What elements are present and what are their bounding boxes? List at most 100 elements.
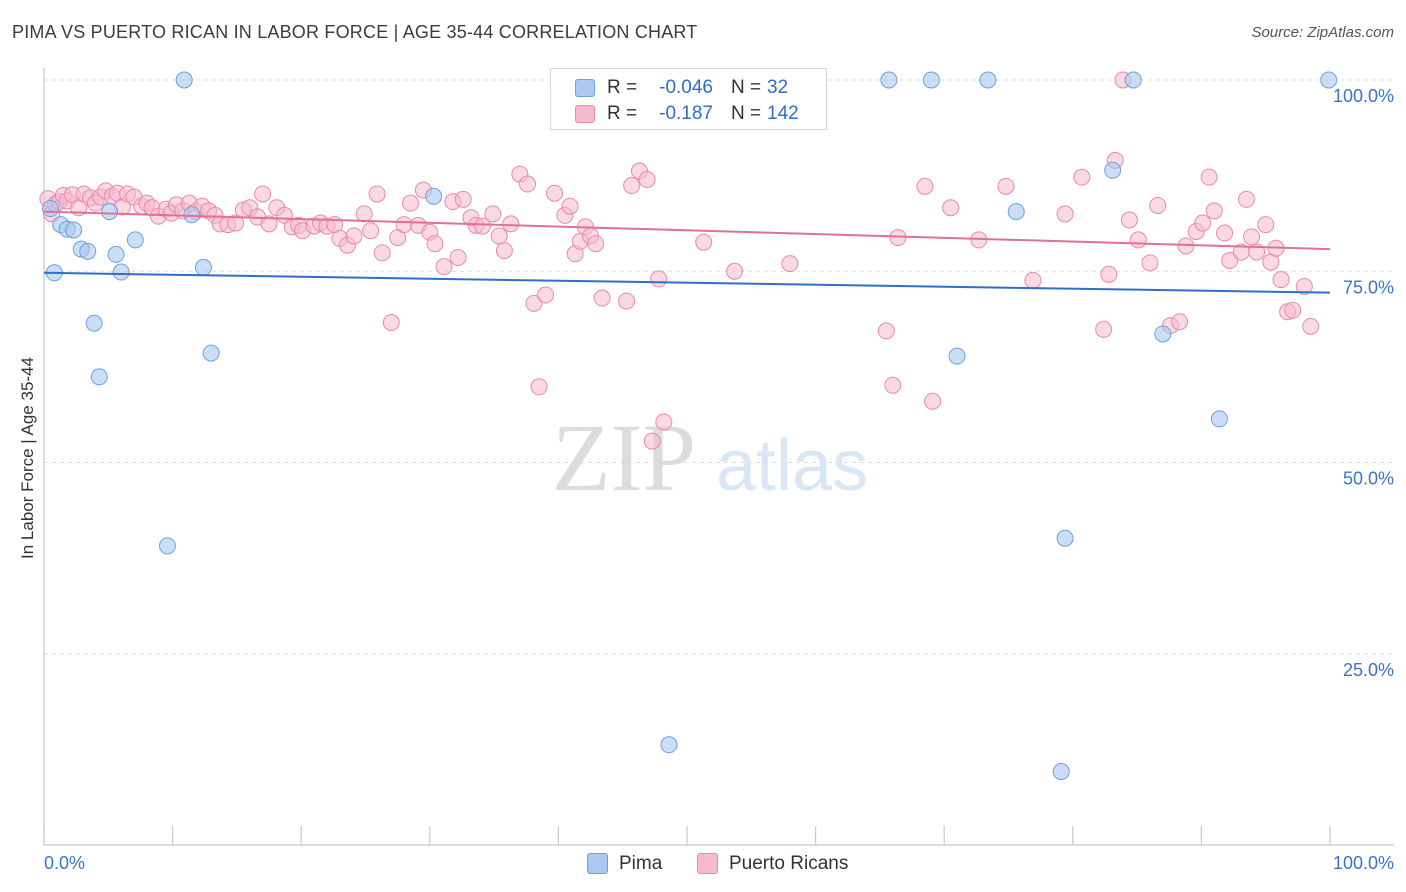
x-tick-label-min: 0.0% <box>44 853 85 873</box>
puerto-rican-point <box>877 322 895 340</box>
puerto-rican-point <box>1129 231 1147 249</box>
pima-point <box>101 203 119 221</box>
puerto-rican-point <box>484 205 502 223</box>
bottom-pima-label: Pima <box>619 853 663 874</box>
bottom-pr-swatch <box>697 853 718 874</box>
pima-points <box>41 71 1338 781</box>
puerto-rican-point <box>1056 205 1074 223</box>
pima-point <box>922 71 940 89</box>
puerto-rican-point <box>726 262 744 280</box>
puerto-rican-point <box>1073 168 1091 186</box>
y-tick-label: 50.0% <box>1343 469 1394 489</box>
source-label: Source: ZipAtlas.com <box>1251 24 1394 41</box>
puerto-rican-point <box>695 233 713 251</box>
puerto-rican-point <box>537 286 555 304</box>
pr-n-value: 142 <box>767 103 799 124</box>
puerto-rican-point <box>474 217 492 235</box>
puerto-rican-point <box>546 184 564 202</box>
puerto-rican-point <box>426 235 444 253</box>
watermark-zip: ZIP <box>552 404 696 511</box>
puerto-rican-point <box>643 432 661 450</box>
trend-lines <box>43 210 1331 294</box>
puerto-rican-point <box>650 270 668 288</box>
pima-swatch <box>575 79 595 97</box>
pima-point <box>79 242 97 260</box>
puerto-rican-point <box>1095 320 1113 338</box>
pima-point <box>126 231 144 249</box>
pima-point <box>112 263 130 281</box>
puerto-rican-point <box>362 222 380 240</box>
puerto-rican-point <box>587 235 605 253</box>
pima-n-label: N = <box>731 77 762 98</box>
pr-swatch <box>575 105 595 123</box>
y-tick-labels: 100.0% 75.0% 50.0% 25.0% <box>1333 86 1394 680</box>
legend-row-pr: R = -0.187 N = 142 <box>551 102 826 128</box>
puerto-rican-point <box>1302 317 1320 335</box>
puerto-rican-point <box>530 378 548 396</box>
puerto-rican-point <box>1295 278 1313 296</box>
puerto-rican-point <box>1120 211 1138 229</box>
puerto-rican-point <box>254 185 272 203</box>
pima-point <box>175 71 193 89</box>
puerto-rican-point <box>355 205 373 223</box>
puerto-rican-point <box>260 215 278 233</box>
puerto-rican-point <box>490 227 508 245</box>
y-tick-label: 75.0% <box>1343 277 1394 297</box>
pima-point <box>183 206 201 224</box>
puerto-rican-point <box>395 216 413 234</box>
puerto-ricans-trend-line <box>43 210 1331 251</box>
puerto-rican-point <box>1272 271 1290 289</box>
puerto-rican-point <box>1221 252 1239 270</box>
y-tick-label: 100.0% <box>1333 86 1394 106</box>
puerto-rican-point <box>1149 196 1167 214</box>
puerto-rican-point <box>916 177 934 195</box>
puerto-rican-point <box>623 177 641 195</box>
pima-point <box>107 245 125 263</box>
puerto-rican-point <box>1205 202 1223 220</box>
puerto-rican-point <box>435 258 453 276</box>
puerto-rican-point <box>655 413 673 431</box>
pima-point <box>1056 529 1074 547</box>
watermark: ZIP atlas <box>552 404 868 511</box>
pima-point <box>660 736 678 754</box>
puerto-rican-point <box>1200 168 1218 186</box>
correlation-legend: R = -0.046 N = 32 R = -0.187 N = 142 <box>550 68 827 130</box>
puerto-rican-point <box>1171 313 1189 331</box>
pima-point <box>65 221 83 239</box>
pima-point <box>1124 71 1142 89</box>
puerto-rican-point <box>1243 228 1261 246</box>
puerto-rican-point <box>781 255 799 273</box>
pima-point <box>1052 763 1070 781</box>
puerto-rican-point <box>561 197 579 215</box>
puerto-rican-point <box>345 227 363 245</box>
puerto-rican-point <box>454 190 472 208</box>
puerto-rican-point <box>495 242 513 260</box>
puerto-rican-point <box>519 175 537 193</box>
puerto-rican-point <box>1141 254 1159 272</box>
chart-title: PIMA VS PUERTO RICAN IN LABOR FORCE | AG… <box>12 22 698 42</box>
gridlines <box>44 79 1394 655</box>
puerto-rican-point <box>227 214 245 232</box>
pima-r-label: R = <box>607 77 638 98</box>
pima-r-value: -0.046 <box>659 77 713 98</box>
pr-n-label: N = <box>731 103 762 124</box>
pima-trend-line <box>43 271 1331 294</box>
pima-point <box>194 258 212 276</box>
pima-n-value: 32 <box>767 77 789 98</box>
pima-point <box>1320 71 1338 89</box>
puerto-rican-point <box>638 170 656 188</box>
puerto-rican-point <box>924 392 942 410</box>
puerto-rican-point <box>1248 243 1266 261</box>
pima-point <box>979 71 997 89</box>
puerto-rican-point <box>1194 214 1212 232</box>
pima-point <box>1154 325 1172 343</box>
pima-point <box>202 344 220 362</box>
pr-r-value: -0.187 <box>659 103 713 124</box>
puerto-rican-point <box>942 199 960 217</box>
puerto-rican-point <box>368 185 386 203</box>
puerto-rican-point <box>502 215 520 233</box>
pima-point <box>90 368 108 386</box>
puerto-rican-point <box>1284 301 1302 319</box>
pima-point <box>85 314 103 332</box>
